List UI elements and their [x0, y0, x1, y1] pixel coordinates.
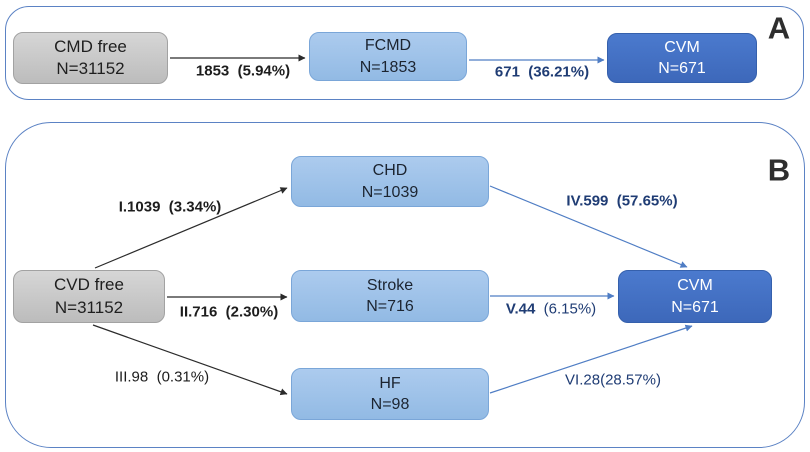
- node-fcmd-title: FCMD: [364, 37, 412, 55]
- node-stroke: Stroke N=716: [291, 270, 489, 322]
- node-cvm-b: CVM N=671: [618, 270, 772, 323]
- node-cvm-b-title: CVM: [677, 277, 713, 295]
- node-cvm-a-title: CVM: [664, 38, 700, 56]
- edge-label-stroke-to-cvm-count: V.44: [505, 300, 536, 318]
- node-cvm-a-count: N=671: [658, 60, 706, 77]
- node-fcmd-count: N=1853: [359, 58, 417, 76]
- panel-b-letter: B: [767, 152, 791, 188]
- edge-label-fcmd-to-cvm: 671 (36.21%): [494, 63, 590, 81]
- node-cvm-b-count: N=671: [671, 298, 719, 316]
- node-chd-title: CHD: [372, 162, 408, 180]
- edge-label-stroke-to-cvm: V.44 (6.15%): [506, 302, 596, 317]
- node-chd: CHD N=1039: [291, 156, 489, 207]
- edge-label-chd-to-cvm: IV.599 (57.65%): [566, 192, 678, 210]
- edge-label-cmd-to-fcmd: 1853 (5.94%): [195, 62, 291, 80]
- panel-a-letter: A: [767, 10, 791, 46]
- edge-label-cvd-to-chd: I.1039 (3.34%): [118, 198, 222, 216]
- node-chd-count: N=1039: [361, 183, 419, 201]
- node-cvd-free-count: N=31152: [54, 297, 124, 317]
- node-hf: HF N=98: [291, 368, 489, 420]
- edge-label-hf-to-cvm: VI.28(28.57%): [565, 371, 661, 389]
- node-cvd-free-title: CVD free: [54, 275, 124, 295]
- node-cmd-free: CMD free N=31152: [13, 32, 168, 84]
- edge-label-cvd-to-stroke: II.716 (2.30%): [179, 303, 279, 321]
- node-fcmd: FCMD N=1853: [309, 32, 467, 81]
- node-stroke-count: N=716: [366, 298, 414, 315]
- node-hf-count: N=98: [370, 396, 410, 413]
- edge-label-cvd-to-hf: III.98 (0.31%): [114, 368, 210, 386]
- node-stroke-title: Stroke: [366, 276, 414, 294]
- node-cvd-free: CVD free N=31152: [13, 270, 165, 323]
- edge-label-stroke-to-cvm-pct: (6.15%): [535, 300, 597, 318]
- node-cmd-free-title: CMD free: [54, 36, 127, 56]
- node-hf-title: HF: [379, 374, 401, 392]
- node-cmd-free-count: N=31152: [56, 59, 125, 78]
- node-cvm-a: CVM N=671: [607, 33, 757, 83]
